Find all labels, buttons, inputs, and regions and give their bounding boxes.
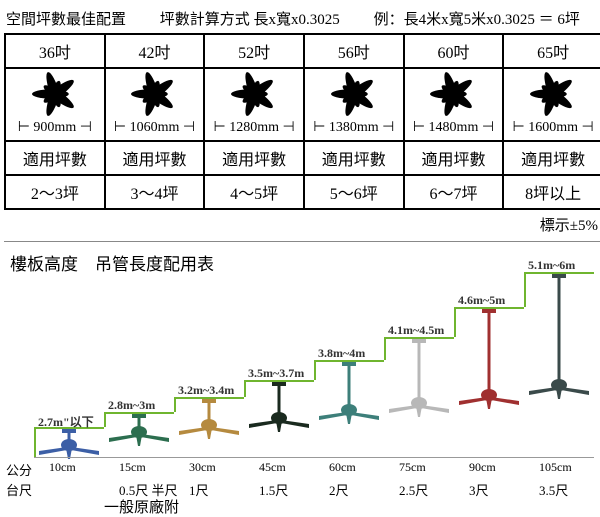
diameter-label: ⊢ 1480mm ⊣ (405, 119, 503, 136)
ceiling-fan-icon (179, 399, 239, 445)
area-cell: 4～5坪 (204, 175, 304, 209)
axis-label-cm: 公分 (6, 460, 32, 479)
axis-label-ruler: 台尺 (6, 480, 32, 499)
fan-column (249, 382, 309, 438)
diagram-cell: ⊢ 1380mm ⊣ (304, 68, 404, 141)
fan-column (319, 362, 379, 430)
header-title: 空間坪數最佳配置 (6, 12, 126, 28)
row-diagrams: ⊢ 900mm ⊣⊢ 1060mm ⊣⊢ 1280mm ⊣⊢ 1380mm ⊣⊢… (5, 68, 600, 141)
size-cell: 36吋 (5, 34, 105, 68)
diagram-cell: ⊢ 1480mm ⊣ (404, 68, 504, 141)
step-height-label: 2.8m~3m (108, 398, 155, 413)
ceiling-fan-icon (249, 382, 309, 438)
step-height-label: 4.1m~4.5m (388, 323, 444, 338)
step-riser (314, 360, 316, 380)
usage-label-cell: 適用坪數 (5, 141, 105, 175)
header-example: 例：長4米x寬5米x0.3025 ＝ 6坪 (374, 12, 580, 28)
step-height-label: 2.7m"以下 (38, 413, 94, 430)
ceiling-fan-icon (459, 309, 519, 415)
diameter-label: ⊢ 1280mm ⊣ (205, 119, 303, 136)
diameter-label: ⊢ 1380mm ⊣ (305, 119, 403, 136)
size-cell: 56吋 (304, 34, 404, 68)
fan-column (179, 399, 239, 445)
area-cell: 2～3坪 (5, 175, 105, 209)
step-riser (244, 380, 246, 397)
ruler-label: 3.5尺 (539, 480, 568, 499)
step-height-label: 3.2m~3.4m (178, 383, 234, 398)
step-height-label: 3.8m~4m (318, 346, 365, 361)
fan-icon (131, 71, 177, 117)
ceiling-fan-icon (529, 274, 589, 405)
diagram-cell: ⊢ 1600mm ⊣ (503, 68, 600, 141)
fan-icon (231, 71, 277, 117)
diameter-label: ⊢ 900mm ⊣ (6, 119, 104, 136)
header-formula: 坪數計算方式 長x寬x0.3025 (160, 12, 340, 28)
step-riser (524, 272, 526, 307)
diagram-cell: ⊢ 900mm ⊣ (5, 68, 105, 141)
usage-label-cell: 適用坪數 (404, 141, 504, 175)
fan-column (529, 274, 589, 405)
step-height-label: 5.1m~6m (528, 258, 575, 273)
ruler-label: 1.5尺 (259, 480, 288, 499)
area-cell: 5～6坪 (304, 175, 404, 209)
row-areas: 2～3坪3～4坪4～5坪5～6坪6～7坪8坪以上 (5, 175, 600, 209)
fan-column (389, 339, 449, 423)
tolerance-note: 標示±5% (4, 210, 600, 235)
step-riser (384, 337, 386, 360)
rod-length-chart: 樓板高度 吊管長度配用表 2.7m"以下10cm2.8m~3m15cm0.5尺 … (4, 241, 600, 512)
step-riser (174, 397, 176, 412)
cm-label: 45cm (259, 460, 286, 475)
fan-sizing-table: 36吋42吋52吋56吋60吋65吋 ⊢ 900mm ⊣⊢ 1060mm ⊣⊢ … (4, 33, 600, 210)
size-cell: 52吋 (204, 34, 304, 68)
step-baseline (34, 457, 594, 458)
step-riser (34, 427, 36, 457)
usage-label-cell: 適用坪數 (503, 141, 600, 175)
chart-footnote: 一般原廠附 (104, 496, 179, 517)
fan-icon (32, 71, 78, 117)
step-riser (454, 307, 456, 337)
step-riser (104, 412, 106, 427)
step-height-label: 4.6m~5m (458, 293, 505, 308)
fan-icon (430, 71, 476, 117)
ceiling-fan-icon (109, 414, 169, 452)
area-cell: 6～7坪 (404, 175, 504, 209)
diameter-label: ⊢ 1060mm ⊣ (106, 119, 204, 136)
ceiling-fan-icon (389, 339, 449, 423)
fan-column (109, 414, 169, 452)
cm-label: 90cm (469, 460, 496, 475)
cm-label: 60cm (329, 460, 356, 475)
usage-label-cell: 適用坪數 (204, 141, 304, 175)
fan-icon (331, 71, 377, 117)
row-usage-label: 適用坪數適用坪數適用坪數適用坪數適用坪數適用坪數 (5, 141, 600, 175)
fan-column (459, 309, 519, 415)
fan-icon (530, 71, 576, 117)
header-line: 空間坪數最佳配置 坪數計算方式 長x寬x0.3025 例：長4米x寬5米x0.3… (4, 4, 600, 33)
cm-label: 10cm (49, 460, 76, 475)
size-cell: 65吋 (503, 34, 600, 68)
chart-title: 樓板高度 吊管長度配用表 (10, 250, 214, 275)
usage-label-cell: 適用坪數 (304, 141, 404, 175)
ruler-label: 1尺 (189, 480, 209, 499)
cm-label: 15cm (119, 460, 146, 475)
diameter-label: ⊢ 1600mm ⊣ (504, 119, 600, 136)
ruler-label: 2.5尺 (399, 480, 428, 499)
diagram-cell: ⊢ 1060mm ⊣ (105, 68, 205, 141)
cm-label: 30cm (189, 460, 216, 475)
size-cell: 60吋 (404, 34, 504, 68)
area-cell: 3～4坪 (105, 175, 205, 209)
area-cell: 8坪以上 (503, 175, 600, 209)
cm-label: 75cm (399, 460, 426, 475)
step-height-label: 3.5m~3.7m (248, 366, 304, 381)
usage-label-cell: 適用坪數 (105, 141, 205, 175)
ruler-label: 3尺 (469, 480, 489, 499)
diagram-cell: ⊢ 1280mm ⊣ (204, 68, 304, 141)
cm-label: 105cm (539, 460, 572, 475)
ruler-label: 2尺 (329, 480, 349, 499)
row-sizes: 36吋42吋52吋56吋60吋65吋 (5, 34, 600, 68)
ceiling-fan-icon (319, 362, 379, 430)
size-cell: 42吋 (105, 34, 205, 68)
